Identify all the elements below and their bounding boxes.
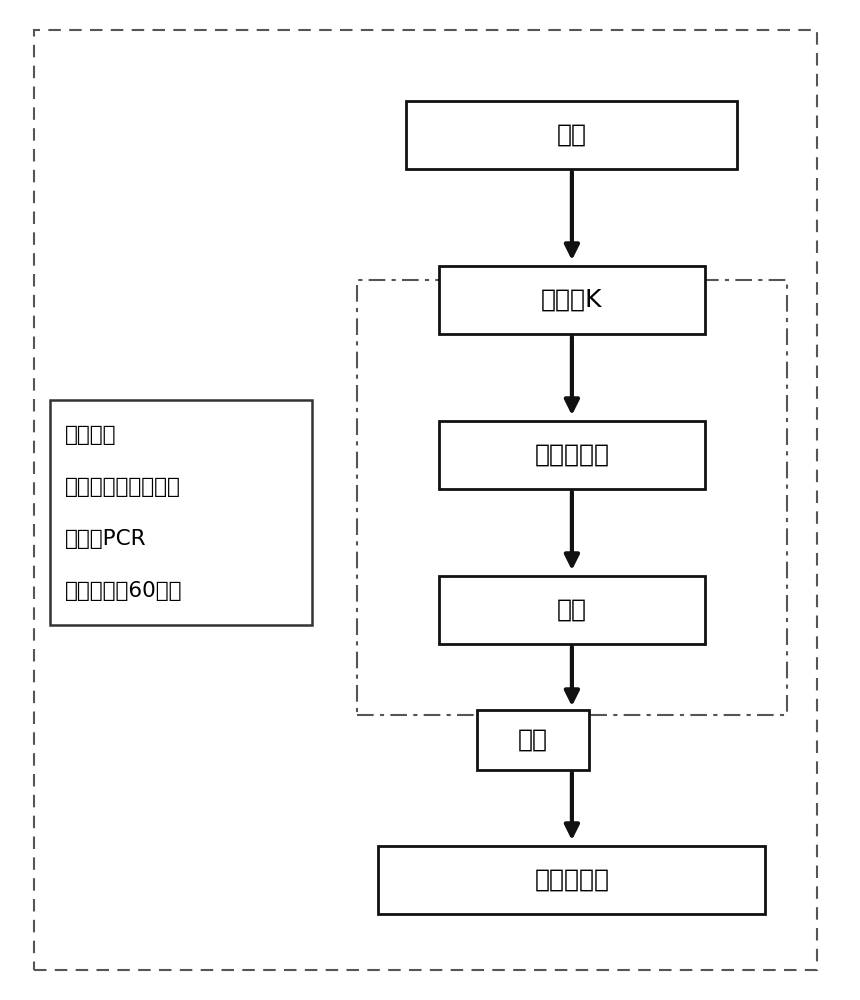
Bar [439,576,705,644]
Bar [407,101,738,169]
Bar [357,280,787,715]
Bar [439,421,705,489]
Text: 破碎、补平: 破碎、补平 [534,443,610,467]
Text: 细胞: 细胞 [557,123,587,147]
Bar [378,846,765,914]
Text: 反应时间：60分钟: 反应时间：60分钟 [65,581,183,601]
Text: 蛋白酶K: 蛋白酶K [541,288,603,312]
Text: 化、无PCR: 化、无PCR [65,529,147,549]
Text: 连接: 连接 [557,598,587,622]
Bar [439,266,705,334]
Bar [477,710,589,770]
Text: 纯化: 纯化 [519,728,548,752]
Text: 高通量测序: 高通量测序 [534,868,610,892]
Text: 单管、无提取、无纯: 单管、无提取、无纯 [65,477,181,497]
Text: 本方法：: 本方法： [65,425,117,445]
Bar [50,400,312,625]
